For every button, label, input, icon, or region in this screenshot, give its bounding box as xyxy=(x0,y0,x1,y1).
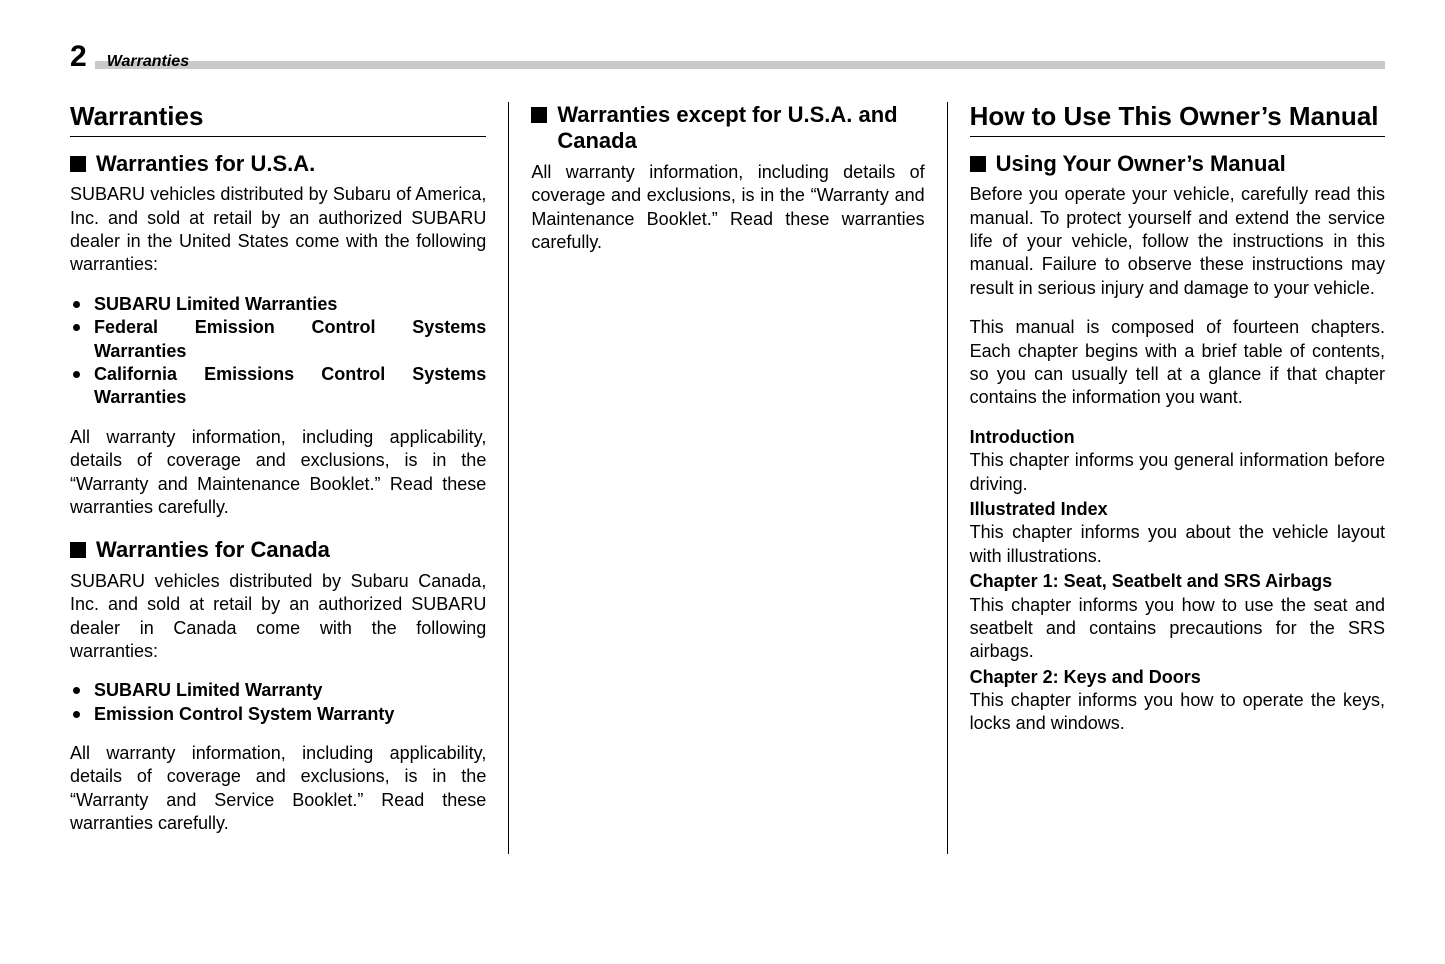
using-p2: This manual is composed of fourteen chap… xyxy=(970,316,1385,410)
chapter-block: Illustrated Index This chapter informs y… xyxy=(970,498,1385,568)
chapter-title: Introduction xyxy=(970,426,1385,449)
heading-using: Using Your Owner’s Manual xyxy=(970,151,1385,177)
page-header: 2 Warranties xyxy=(70,40,1385,74)
square-bullet-icon xyxy=(531,107,547,123)
heading-other-text: Warranties except for U.S.A. and Canada xyxy=(557,102,924,155)
square-bullet-icon xyxy=(970,156,986,172)
chapter-desc: This chapter informs you general informa… xyxy=(970,449,1385,496)
header-line xyxy=(95,61,1385,69)
header-section-title: Warranties xyxy=(107,53,189,71)
chapter-title: Chapter 1: Seat, Seatbelt and SRS Airbag… xyxy=(970,570,1385,593)
list-item: Federal Emission Control Systems Warrant… xyxy=(70,316,486,363)
column-3: How to Use This Owner’s Manual Using You… xyxy=(947,102,1385,854)
usa-warranty-list: SUBARU Limited Warranties Federal Emissi… xyxy=(70,293,486,410)
section-warranties-canada: Warranties for Canada SUBARU vehicles di… xyxy=(70,537,486,835)
col1-title: Warranties xyxy=(70,102,486,137)
heading-canada-text: Warranties for Canada xyxy=(96,537,330,563)
heading-other: Warranties except for U.S.A. and Canada xyxy=(531,102,924,155)
chapter-desc: This chapter informs you how to operate … xyxy=(970,689,1385,736)
column-1: Warranties Warranties for U.S.A. SUBARU … xyxy=(70,102,508,854)
square-bullet-icon xyxy=(70,542,86,558)
column-2: Warranties except for U.S.A. and Canada … xyxy=(508,102,946,854)
chapter-block: Chapter 1: Seat, Seatbelt and SRS Airbag… xyxy=(970,570,1385,664)
list-item: SUBARU Limited Warranties xyxy=(70,293,486,316)
heading-usa-text: Warranties for U.S.A. xyxy=(96,151,315,177)
usa-intro: SUBARU vehicles distributed by Subaru of… xyxy=(70,183,486,277)
heading-usa: Warranties for U.S.A. xyxy=(70,151,486,177)
canada-warranty-list: SUBARU Limited Warranty Emission Control… xyxy=(70,679,486,726)
chapter-title: Illustrated Index xyxy=(970,498,1385,521)
canada-intro: SUBARU vehicles distributed by Subaru Ca… xyxy=(70,570,486,664)
section-warranties-other: Warranties except for U.S.A. and Canada … xyxy=(531,102,924,254)
chapter-desc: This chapter informs you about the vehic… xyxy=(970,521,1385,568)
col3-title: How to Use This Owner’s Manual xyxy=(970,102,1385,137)
list-item: Emission Control System Warranty xyxy=(70,703,486,726)
content-columns: Warranties Warranties for U.S.A. SUBARU … xyxy=(70,102,1385,854)
usa-footer: All warranty information, including appl… xyxy=(70,426,486,520)
page-number: 2 xyxy=(70,40,87,74)
chapter-block: Introduction This chapter informs you ge… xyxy=(970,426,1385,496)
square-bullet-icon xyxy=(70,156,86,172)
other-body: All warranty information, including deta… xyxy=(531,161,924,255)
using-p1: Before you operate your vehicle, careful… xyxy=(970,183,1385,300)
heading-using-text: Using Your Owner’s Manual xyxy=(996,151,1286,177)
list-item: SUBARU Limited Warranty xyxy=(70,679,486,702)
canada-footer: All warranty information, including appl… xyxy=(70,742,486,836)
section-using-manual: Using Your Owner’s Manual Before you ope… xyxy=(970,151,1385,736)
list-item: California Emissions Control Systems War… xyxy=(70,363,486,410)
heading-canada: Warranties for Canada xyxy=(70,537,486,563)
chapter-desc: This chapter informs you how to use the … xyxy=(970,594,1385,664)
chapter-block: Chapter 2: Keys and Doors This chapter i… xyxy=(970,666,1385,736)
manual-page: 2 Warranties Warranties Warranties for U… xyxy=(0,0,1445,894)
chapter-title: Chapter 2: Keys and Doors xyxy=(970,666,1385,689)
section-warranties-usa: Warranties for U.S.A. SUBARU vehicles di… xyxy=(70,151,486,519)
